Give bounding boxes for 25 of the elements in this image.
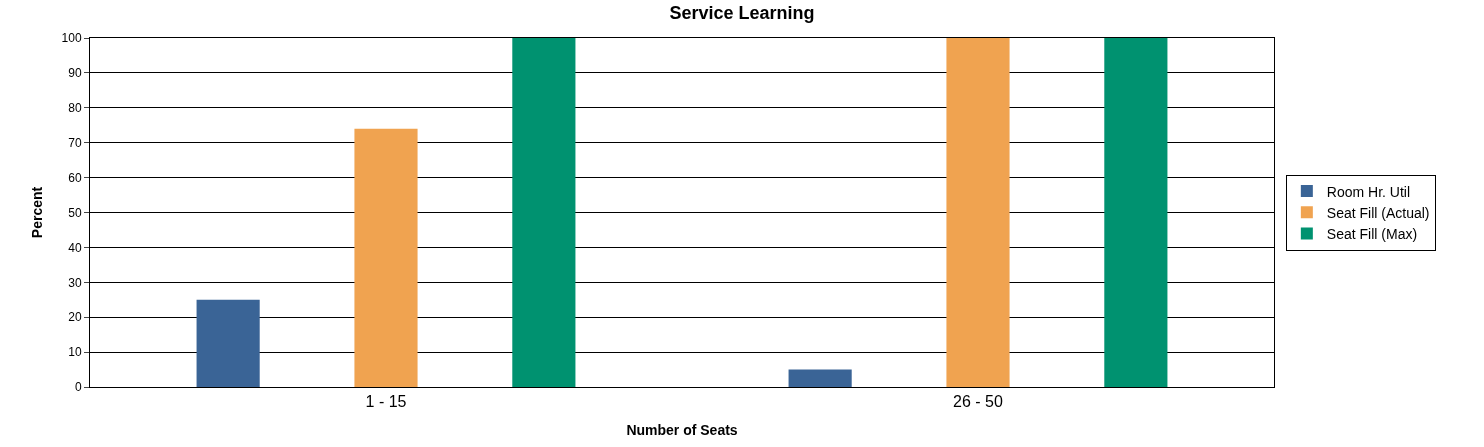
legend-label: Seat Fill (Max) [1326,225,1418,242]
bar [1104,38,1168,387]
y-tick-label: 0 [74,380,82,395]
x-tick-label: 26 - 50 [953,393,1004,411]
bar [512,38,576,387]
legend-label: Seat Fill (Actual) [1326,204,1430,221]
y-tick-label: 50 [68,205,82,220]
x-axis-title: Number of Seats [626,421,738,438]
y-tick-label: 90 [68,66,82,81]
y-tick-label: 80 [68,101,82,115]
legend-label: Room Hr. Util [1326,183,1411,200]
y-tick-label: 60 [68,170,82,185]
bar [788,369,852,387]
y-axis-title: Percent [29,186,46,239]
y-tick-label: 20 [68,310,82,325]
y-tick-label: 10 [68,345,82,360]
chart-title: Service Learning [669,3,815,24]
y-tick-label: 40 [68,240,82,255]
bar [354,128,418,387]
y-tick-label: 70 [68,135,82,150]
y-tick-label: 100 [61,31,82,46]
bar [196,299,260,387]
bar [946,38,1010,387]
x-tick-label: 1 - 15 [365,393,407,411]
y-tick-label: 30 [68,275,82,290]
